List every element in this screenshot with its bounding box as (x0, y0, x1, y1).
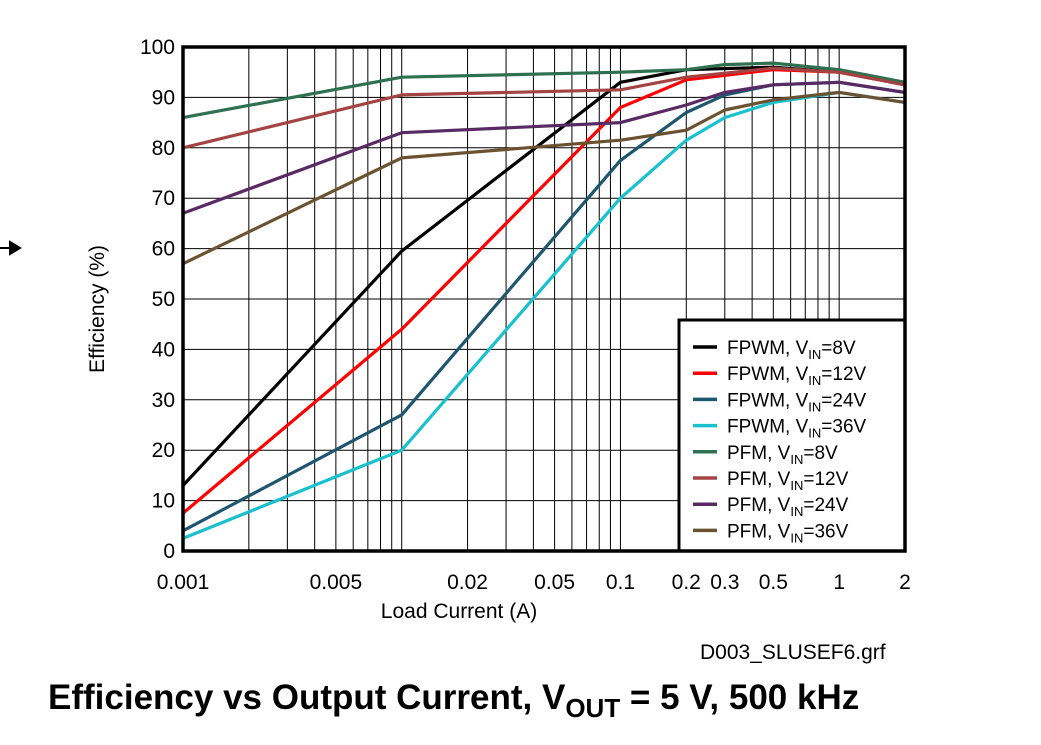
x-tick-label: 0.2 (672, 571, 701, 594)
y-tick-label: 100 (140, 36, 175, 59)
y-tick-label: 10 (152, 490, 175, 513)
x-tick-label: 1 (833, 571, 845, 594)
x-tick-label: 2 (899, 571, 911, 594)
y-tick-label: 20 (152, 439, 175, 462)
x-tick-label: 0.05 (534, 571, 575, 594)
plot-frame (181, 45, 907, 553)
legend-label: FPWM, VIN=12V (727, 364, 867, 388)
y-tick-label: 90 (152, 86, 175, 109)
x-tick-label: 0.5 (759, 571, 788, 594)
file-label: D003_SLUSEF6.grf (700, 641, 886, 664)
y-tick-label: 60 (152, 238, 175, 261)
x-tick-label: 0.02 (447, 571, 488, 594)
y-tick-label: 80 (152, 137, 175, 160)
caption-subscript: OUT (565, 693, 621, 723)
x-axis-title: Load Current (A) (381, 600, 537, 623)
series-line-6 (181, 66, 907, 150)
y-tick-label: 40 (152, 338, 175, 361)
series-line-7 (181, 80, 907, 215)
y-tick-label: 30 (152, 389, 175, 412)
x-tick-label: 0.001 (157, 571, 210, 594)
figure-caption: Efficiency vs Output Current, VOUT = 5 V… (48, 678, 859, 724)
series-line-5 (181, 61, 907, 120)
legend-label: PFM, VIN=36V (727, 521, 849, 545)
caption-suffix: = 5 V, 500 kHz (620, 678, 860, 717)
y-tick-label: 0 (163, 540, 175, 563)
x-tick-label: 0.005 (310, 571, 363, 594)
y-tick-label: 70 (152, 187, 175, 210)
legend-label: PFM, VIN=24V (727, 495, 849, 519)
legend-label: FPWM, VIN=8V (727, 338, 856, 362)
caption-prefix: Efficiency vs Output Current, V (48, 678, 566, 717)
y-axis-title: Efficiency (%) (86, 245, 109, 373)
legend-label: PFM, VIN=8V (727, 443, 838, 467)
y-tick-label: 50 (152, 288, 175, 311)
x-tick-label: 0.1 (606, 571, 635, 594)
legend-label: FPWM, VIN=36V (727, 417, 867, 441)
series-line-8 (181, 90, 907, 266)
legend-label: FPWM, VIN=24V (727, 390, 867, 414)
x-tick-label: 0.3 (710, 571, 739, 594)
legend-label: PFM, VIN=12V (727, 469, 849, 493)
arrow-icon (0, 240, 22, 256)
series-group (181, 61, 907, 541)
